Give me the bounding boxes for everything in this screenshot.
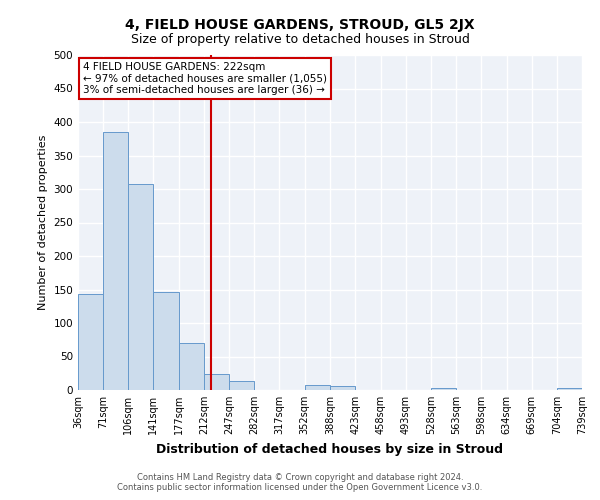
Bar: [153, 292, 179, 390]
Bar: [204, 374, 229, 390]
Bar: [557, 388, 582, 390]
Text: Contains HM Land Registry data © Crown copyright and database right 2024.
Contai: Contains HM Land Registry data © Crown c…: [118, 473, 482, 492]
Bar: [179, 343, 204, 390]
Text: Size of property relative to detached houses in Stroud: Size of property relative to detached ho…: [131, 32, 469, 46]
Bar: [103, 132, 128, 390]
Bar: [331, 386, 355, 390]
Bar: [305, 384, 331, 390]
Y-axis label: Number of detached properties: Number of detached properties: [38, 135, 48, 310]
Bar: [128, 184, 153, 390]
Text: 4, FIELD HOUSE GARDENS, STROUD, GL5 2JX: 4, FIELD HOUSE GARDENS, STROUD, GL5 2JX: [125, 18, 475, 32]
Text: 4 FIELD HOUSE GARDENS: 222sqm
← 97% of detached houses are smaller (1,055)
3% of: 4 FIELD HOUSE GARDENS: 222sqm ← 97% of d…: [83, 62, 327, 95]
Bar: [78, 294, 103, 390]
Bar: [229, 380, 254, 390]
X-axis label: Distribution of detached houses by size in Stroud: Distribution of detached houses by size …: [157, 442, 503, 456]
Bar: [431, 388, 456, 390]
